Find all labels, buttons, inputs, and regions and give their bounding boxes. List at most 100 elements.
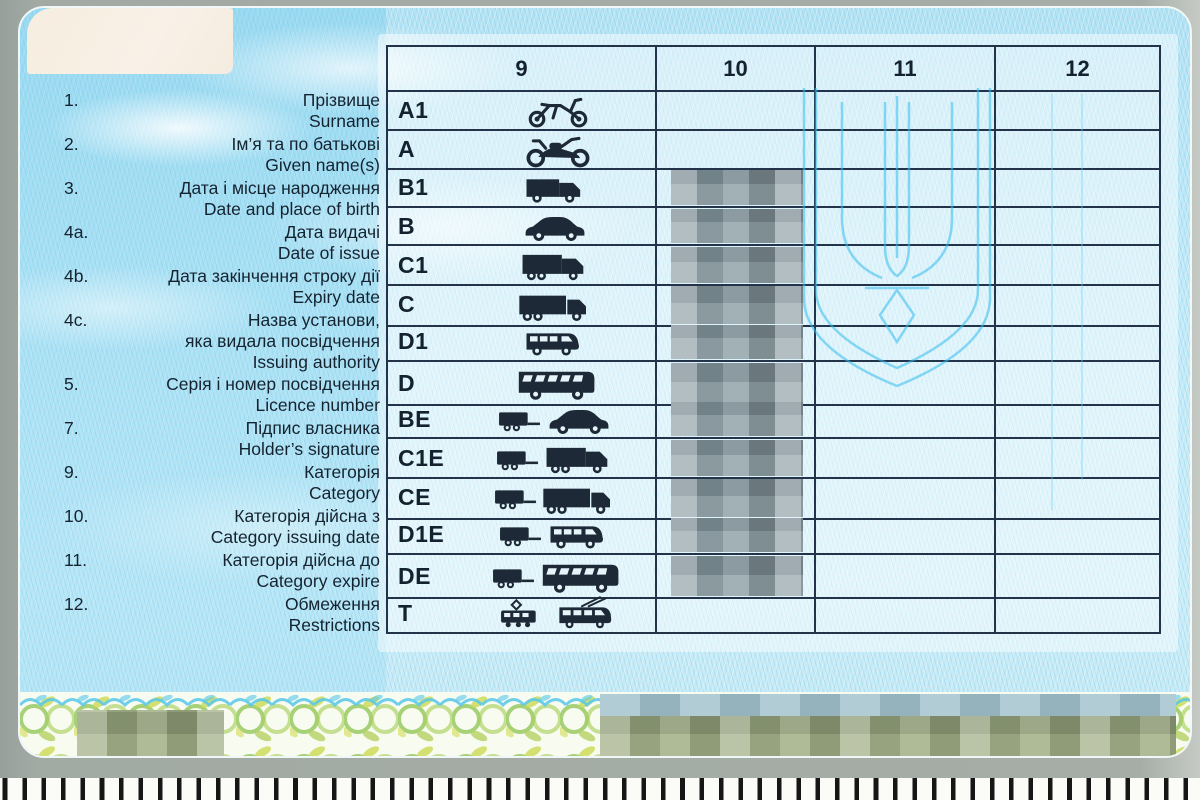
col11-cell (816, 593, 996, 633)
field-number: 1. (64, 90, 79, 110)
field-label-uk: Категорія дійсна з (234, 506, 380, 526)
category-cell: A (388, 130, 657, 170)
col12-cell (996, 92, 1159, 131)
field-row: 2. Ім’я та по батькові Given name(s) (64, 134, 380, 178)
col12-cell (996, 555, 1159, 600)
col12-cell (996, 401, 1159, 440)
truck-icon (518, 295, 586, 321)
category-cell: CE (388, 477, 657, 520)
col11-cell (816, 92, 996, 131)
field-label-en: Expiry date (292, 287, 380, 307)
col11-cell (816, 555, 996, 600)
field-label-en: Given name(s) (265, 155, 380, 175)
trailer-icon (499, 411, 540, 431)
category-table: 9 10 11 12 A1 A B1 B (386, 45, 1161, 635)
category-code: A1 (398, 97, 429, 123)
car-icon (525, 217, 584, 242)
redaction-block (671, 440, 803, 477)
field-label-uk: Підпис власника (245, 418, 380, 438)
col10-cell (657, 477, 816, 520)
category-cell: T (388, 593, 657, 633)
field-label-uk: Обмеження (284, 594, 380, 614)
field-labels: 1. Прізвище Surname 2. Ім’я та по батько… (64, 90, 380, 638)
field-label-uk: Категорія дійсна до (222, 550, 380, 570)
col11-cell (816, 362, 996, 407)
header-col-12: 12 (996, 47, 1159, 92)
col12-cell (996, 324, 1159, 363)
field-label-uk: Ім’я та по батькові (231, 134, 380, 154)
col11-cell (816, 516, 996, 556)
truck-icon (543, 488, 610, 514)
col12-cell (996, 594, 1159, 633)
redaction-block (671, 401, 803, 437)
redaction-block (77, 710, 224, 756)
category-code: A (398, 135, 416, 162)
field-label-en: Licence number (255, 395, 380, 415)
field-row: 11. Категорія дійсна до Category expire (64, 550, 380, 594)
category-row: C (388, 284, 1159, 327)
redaction-block (671, 478, 803, 517)
category-cell: C (388, 284, 657, 327)
redaction-block-top (600, 694, 1176, 716)
field-label-en: Category issuing date (210, 527, 380, 547)
trailer-icon (497, 451, 538, 471)
redaction-block (671, 517, 803, 553)
category-code: D (398, 369, 416, 396)
col10-cell (657, 362, 816, 407)
field-row: 10. Категорія дійсна з Category issuing … (64, 506, 380, 550)
field-row: 9. Категорія Category (64, 462, 380, 506)
col11-cell (816, 169, 996, 208)
category-code: D1 (398, 328, 429, 355)
category-code: T (398, 599, 413, 626)
redaction-block (671, 208, 803, 244)
redaction-block (671, 170, 803, 205)
header-col-10: 10 (657, 47, 816, 92)
redaction-block (600, 694, 1176, 756)
col10-cell (657, 323, 816, 363)
category-row: B (388, 207, 1159, 247)
redaction-block (671, 556, 803, 597)
van-icon (526, 179, 580, 203)
col11-cell (816, 439, 996, 480)
category-code: C (398, 291, 416, 318)
col10-cell (657, 439, 816, 480)
category-code: BE (398, 405, 431, 432)
category-row: T (388, 593, 1159, 633)
category-vehicle-icons (474, 517, 655, 552)
category-vehicle-icons (474, 478, 655, 518)
category-vehicle-icons (474, 362, 655, 404)
field-number: 7. (64, 418, 79, 438)
col12-cell (996, 439, 1159, 480)
category-vehicle-icons (474, 555, 655, 597)
redaction-block (671, 285, 803, 324)
category-row: BE (388, 400, 1159, 440)
field-label-uk: Серія і номер посвідчення (166, 374, 380, 394)
col12-cell (996, 285, 1159, 327)
field-label-en: Holder’s signature (238, 439, 380, 459)
field-row: 5. Серія і номер посвідчення Licence num… (64, 374, 380, 418)
col12-cell (996, 478, 1159, 520)
field-number: 4a. (64, 222, 89, 242)
category-vehicle-icons (474, 246, 655, 284)
category-code: D1E (398, 521, 445, 548)
col10-cell (657, 246, 816, 287)
trailer-icon (493, 568, 534, 588)
field-row: 1. Прізвище Surname (64, 90, 380, 134)
field-label-uk: Категорія (304, 462, 380, 482)
field-number: 11. (64, 550, 88, 570)
category-vehicle-icons (474, 439, 655, 477)
category-row: D1E (388, 516, 1159, 556)
category-vehicle-icons (474, 208, 655, 244)
category-vehicle-icons (474, 401, 655, 437)
category-vehicle-icons (474, 131, 655, 168)
category-cell: C1 (388, 246, 657, 287)
field-label-en: Date of issue (277, 243, 380, 263)
category-vehicle-icons (474, 285, 655, 325)
tram-icon (500, 598, 537, 628)
field-row: 7. Підпис власника Holder’s signature (64, 418, 380, 462)
field-row: 4b. Дата закінчення строку дії Expiry da… (64, 266, 380, 310)
col10-cell (657, 516, 816, 556)
field-label-uk: Дата видачі (284, 222, 380, 242)
category-row: DE (388, 555, 1159, 600)
category-row: D1 (388, 323, 1159, 363)
